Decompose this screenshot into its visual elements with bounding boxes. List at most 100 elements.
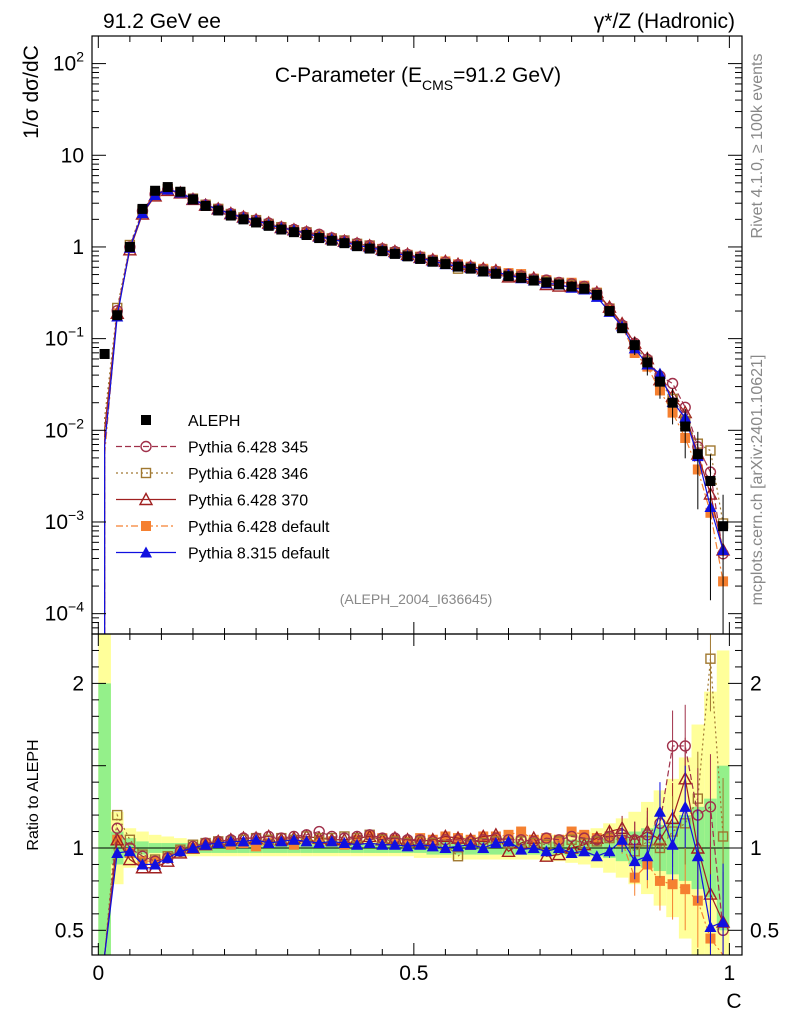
- y-tick-label-5: 10−3: [45, 507, 85, 534]
- uncertainty-bands: [92, 634, 742, 955]
- series-4-ratio-point-44: [654, 875, 665, 886]
- legend-item-0: ALEPH: [141, 413, 240, 430]
- series-1-ratio-point-46: [679, 740, 691, 752]
- series-2-ratio-point-48: [705, 653, 716, 664]
- series-1-ratio-point-35: [540, 832, 553, 844]
- series-5-ratio-point-22: [376, 838, 389, 850]
- series-5-ratio-point-28: [452, 840, 465, 852]
- aleph-point-8: [200, 200, 211, 211]
- chart-title-suffix: =91.2 GeV): [453, 64, 561, 87]
- legend-label-5: Pythia 8.315 default: [188, 546, 330, 563]
- ratio-tick-label-right-0: 0.5: [750, 919, 779, 942]
- aleph-point-42: [629, 340, 640, 351]
- y-axis-label-top: 1/σ dσ/dC: [20, 45, 43, 139]
- legend-label-4: Pythia 6.428 default: [188, 519, 330, 536]
- series-5-ratio-point-8: [199, 838, 212, 850]
- legend-item-2: Pythia 6.428 346: [116, 466, 308, 483]
- series-5-ratio-point-45: [666, 838, 679, 850]
- series-5-ratio-point-42: [628, 855, 641, 867]
- aleph-point-39: [591, 289, 602, 300]
- series-5-ratio-point-15: [287, 833, 300, 845]
- legend-label-3: Pythia 6.428 370: [188, 493, 308, 510]
- series-4-ratio-point-22: [377, 833, 388, 844]
- series-5-ratio-point-12: [250, 833, 263, 845]
- y-tick-label-1: 10: [61, 144, 84, 167]
- aleph-point-43: [642, 357, 653, 368]
- aleph-point-34: [528, 275, 539, 286]
- series-5-ratio-point-14: [275, 835, 288, 847]
- series-5-ratio-point-19: [338, 837, 351, 849]
- series-5-ratio-point-18: [325, 835, 338, 847]
- series-5-ratio-point-7: [186, 842, 199, 853]
- series-1-ratio-point-37: [565, 830, 578, 843]
- aleph-point-32: [503, 271, 514, 282]
- aleph-point-36: [553, 279, 564, 290]
- aleph-point-20: [352, 241, 363, 252]
- header-left: 91.2 GeV ee: [103, 10, 221, 33]
- series-5-ratio-point-34: [527, 842, 540, 853]
- header-right-prefix: γ*/Z: [594, 10, 632, 33]
- series-5-ratio-point-38: [578, 845, 591, 857]
- series-aleph: [99, 182, 729, 634]
- series-2-ratio-point-28: [452, 851, 464, 862]
- aleph-point-33: [516, 272, 527, 283]
- ratio-tick-label-left-0: 0.5: [55, 919, 84, 942]
- series-5-ratio-point-43: [641, 850, 654, 862]
- aleph-point-3: [137, 203, 148, 214]
- aleph-point-4: [150, 185, 161, 196]
- aleph-point-28: [453, 261, 464, 272]
- legend-marker-2: [140, 467, 152, 479]
- legend-label-0: ALEPH: [188, 413, 240, 430]
- series-5-ratio-point-41: [616, 833, 629, 845]
- legend-marker-0: [141, 415, 151, 425]
- series-5-ratio-point-47: [691, 850, 704, 862]
- aleph-point-41: [617, 323, 628, 334]
- series-2-ratio-point-1: [112, 809, 123, 821]
- series-5-ratio-point-31: [489, 837, 502, 849]
- aleph-point-16: [301, 230, 312, 241]
- series-1-ratio-point-1: [111, 822, 123, 834]
- legend-label-2: Pythia 6.428 346: [188, 466, 308, 483]
- series-5-ratio-point-49: [717, 916, 730, 928]
- ratio-tick-label-left-2: 2: [72, 672, 84, 695]
- y-tick-label-4: 10−2: [45, 415, 85, 442]
- series-1-ratio-point-40: [603, 830, 616, 843]
- aleph-point-25: [415, 253, 426, 264]
- band-stat-0: [98, 683, 111, 955]
- aleph-point-17: [314, 233, 325, 244]
- series-4-ratio-point-12: [251, 841, 262, 852]
- mc-series: [99, 182, 731, 956]
- series-3-ratio-point-36: [551, 847, 567, 861]
- ratio-tick-label-right-1: 1: [750, 837, 762, 860]
- y-tick-label-3: 10−1: [45, 324, 85, 351]
- series-5-ratio-point-10: [224, 835, 237, 847]
- series-4-ratio-point-33: [516, 826, 527, 837]
- analysis-tag: (ALEPH_2004_I636645): [340, 591, 493, 607]
- series-5-ratio-point-11: [237, 835, 250, 847]
- ratio-panel-frame: [91, 633, 743, 956]
- series-5-ratio-point-1: [111, 846, 124, 858]
- aleph-point-45: [667, 397, 678, 408]
- y-tick-label-0: 102: [53, 49, 84, 76]
- aleph-point-10: [225, 210, 236, 221]
- legend-marker-5: [140, 546, 152, 558]
- aleph-point-13: [263, 220, 274, 231]
- y-axis-label-bottom: Ratio to ALEPH: [25, 739, 42, 850]
- series-5-ratio-point-25: [414, 838, 427, 850]
- series-1-ratio-point-45: [666, 740, 679, 752]
- series-5-ratio-point-26: [426, 840, 439, 852]
- series-4-ratio-point-46: [680, 884, 691, 895]
- chart-title-sub: CMS: [422, 77, 453, 93]
- series-5-ratio-point-32: [502, 835, 515, 847]
- aleph-point-29: [465, 263, 476, 274]
- chart-title-prefix: C-Parameter (E: [275, 64, 422, 87]
- aleph-point-7: [187, 194, 198, 205]
- aleph-point-23: [389, 248, 400, 259]
- aleph-point-18: [326, 235, 337, 246]
- aleph-point-30: [478, 266, 489, 277]
- x-tick-label-1: 0.5: [399, 962, 428, 985]
- legend-item-3: Pythia 6.428 370: [116, 492, 308, 510]
- aleph-point-1: [112, 310, 123, 321]
- legend-item-5: Pythia 8.315 default: [116, 546, 330, 563]
